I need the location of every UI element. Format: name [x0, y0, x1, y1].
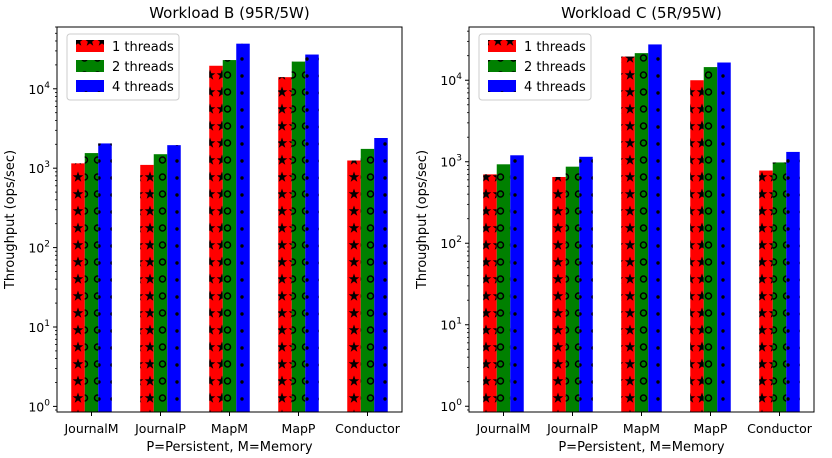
bar-hatch-journalp-series-2 — [565, 166, 580, 412]
x-axis-label: P=Persistent, M=Memory — [558, 440, 725, 455]
bar-hatch-conductor-series-3 — [786, 151, 800, 412]
y-axis-label: Throughput (ops/sec) — [3, 150, 18, 290]
legend-swatch-hatch-2 — [488, 60, 516, 72]
legend-label-1: 1 threads — [524, 40, 586, 55]
y-tick-label: 103 — [440, 154, 462, 170]
bar-hatch-mapp-series-2 — [291, 61, 306, 412]
y-tick-label: 102 — [440, 235, 462, 251]
bar-hatch-journalm-series-3 — [510, 155, 524, 412]
bar-hatch-conductor-series-1 — [759, 170, 773, 412]
y-tick-label: 104 — [28, 81, 50, 97]
bar-hatch-conductor-series-2 — [360, 148, 375, 412]
legend-label-3: 4 threads — [524, 80, 586, 95]
y-tick-label: 102 — [28, 240, 50, 256]
bar-hatch-journalm-series-1 — [483, 174, 497, 412]
chart-title: Workload C (5R/95W) — [561, 4, 722, 22]
x-axis-label: P=Persistent, M=Memory — [146, 440, 313, 455]
bar-hatch-conductor-series-3 — [374, 137, 388, 412]
bar-hatch-journalm-series-2 — [496, 164, 511, 412]
legend-label-3: 4 threads — [112, 80, 174, 95]
x-tick-label-journalm: JournalM — [475, 421, 530, 436]
chart-title: Workload B (95R/5W) — [149, 4, 310, 22]
legend-label-2: 2 threads — [112, 60, 174, 75]
bar-hatch-mapm-series-3 — [236, 43, 250, 413]
x-tick-label-conductor: Conductor — [335, 421, 401, 436]
bar-hatch-mapm-series-2 — [634, 53, 649, 412]
legend-swatch-hatch-1 — [488, 40, 516, 52]
legend-label-2: 2 threads — [524, 60, 586, 75]
legend-swatch-hatch-3 — [488, 80, 516, 92]
y-tick-label: 101 — [28, 319, 50, 335]
x-tick-label-conductor: Conductor — [747, 421, 813, 436]
bar-hatch-journalm-series-3 — [98, 143, 112, 412]
bar-hatch-journalm-series-1 — [71, 163, 85, 412]
y-tick-label: 103 — [28, 160, 50, 176]
bar-hatch-journalp-series-3 — [167, 145, 181, 412]
x-tick-label-mapp: MapP — [282, 421, 316, 436]
x-tick-label-mapm: MapM — [623, 421, 660, 436]
y-tick-label: 100 — [28, 398, 50, 414]
legend: 1 threads 2 threads 4 threads — [478, 33, 592, 101]
x-tick-label-journalp: JournalP — [546, 421, 598, 436]
bar-hatch-mapm-series-1 — [209, 65, 223, 412]
y-axis-label: Throughput (ops/sec) — [415, 150, 430, 290]
y-tick-label: 104 — [440, 72, 462, 88]
bar-hatch-mapp-series-2 — [703, 67, 718, 412]
bar-hatch-journalp-series-3 — [579, 156, 593, 412]
bar-hatch-conductor-series-1 — [347, 160, 361, 412]
bar-hatch-mapp-series-1 — [278, 77, 292, 413]
bar-hatch-conductor-series-2 — [772, 162, 787, 412]
bar-hatch-mapm-series-3 — [648, 44, 662, 412]
bar-hatch-journalp-series-1 — [140, 164, 154, 412]
bar-hatch-mapm-series-1 — [621, 56, 635, 413]
chart-panel-2: 100 101 102 103 104 JournalM JournalP MapM MapP C… — [415, 4, 815, 455]
y-tick-label: 101 — [440, 317, 462, 333]
legend-swatch-hatch-2 — [76, 60, 104, 72]
bar-hatch-journalp-series-1 — [552, 176, 566, 412]
y-tick-label: 100 — [440, 398, 462, 414]
bar-hatch-journalm-series-2 — [84, 153, 99, 412]
legend: 1 threads 2 threads 4 threads — [66, 33, 180, 101]
x-tick-label-journalm: JournalM — [63, 421, 118, 436]
legend-swatch-hatch-3 — [76, 80, 104, 92]
x-tick-label-mapp: MapP — [694, 421, 728, 436]
bar-hatch-journalp-series-2 — [153, 154, 168, 412]
bar-hatch-mapm-series-2 — [222, 60, 237, 412]
bar-hatch-mapp-series-3 — [305, 54, 319, 413]
chart-panel-1: 100 101 102 103 104 JournalM JournalP MapM MapP C… — [3, 4, 403, 455]
x-tick-label-mapm: MapM — [211, 421, 248, 436]
x-tick-label-journalp: JournalP — [134, 421, 186, 436]
legend-swatch-hatch-1 — [76, 40, 104, 52]
legend-label-1: 1 threads — [112, 40, 174, 55]
bar-hatch-mapp-series-1 — [690, 80, 704, 413]
bar-hatch-mapp-series-3 — [717, 62, 731, 412]
